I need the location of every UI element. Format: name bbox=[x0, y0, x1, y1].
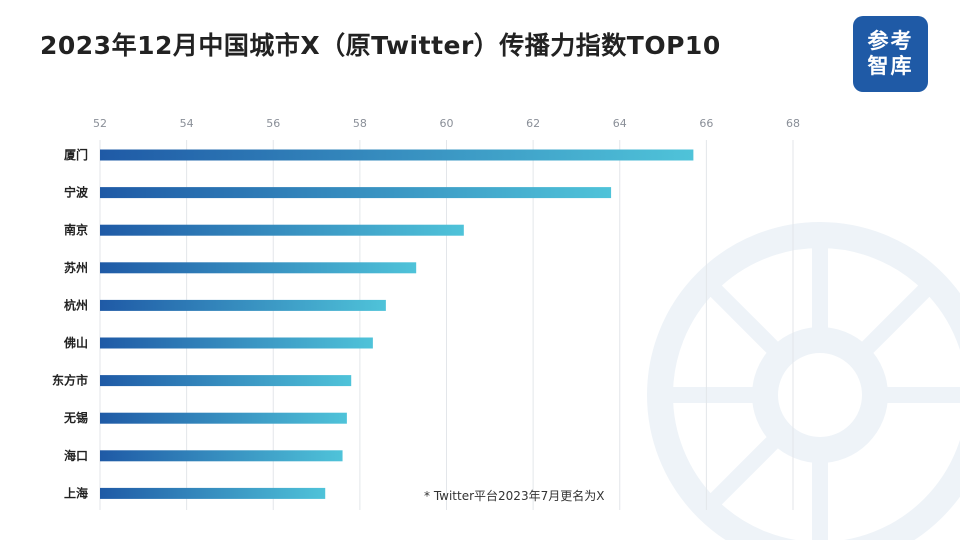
bar bbox=[100, 375, 352, 387]
category-label: 东方市 bbox=[52, 373, 88, 388]
category-label: 苏州 bbox=[64, 260, 88, 275]
bar bbox=[100, 149, 694, 161]
category-label: 佛山 bbox=[63, 335, 88, 350]
bar bbox=[100, 224, 464, 236]
logo-line-2: 智库 bbox=[867, 54, 914, 78]
chart-title: 2023年12月中国城市X（原Twitter）传播力指数TOP10 bbox=[40, 31, 721, 60]
category-label: 杭州 bbox=[64, 297, 88, 312]
bar bbox=[100, 412, 347, 424]
bar bbox=[100, 450, 343, 462]
watermark-emblem bbox=[647, 222, 960, 540]
category-label: 宁波 bbox=[64, 185, 89, 200]
category-label: 海口 bbox=[64, 448, 88, 463]
category-label: 厦门 bbox=[64, 147, 88, 162]
x-tick-label: 64 bbox=[613, 117, 627, 130]
brand-logo: 参考 智库 bbox=[853, 16, 928, 92]
x-tick-label: 68 bbox=[786, 117, 800, 130]
x-tick-label: 66 bbox=[699, 117, 713, 130]
logo-line-1: 参考 bbox=[867, 29, 914, 53]
category-label: 上海 bbox=[64, 485, 88, 500]
x-tick-label: 54 bbox=[180, 117, 194, 130]
x-axis-ticks: 52 54 56 58 60 62 64 66 68 bbox=[93, 117, 800, 130]
x-tick-label: 62 bbox=[526, 117, 540, 130]
bar bbox=[100, 487, 326, 499]
footnote: * Twitter平台2023年7月更名为X bbox=[424, 489, 605, 503]
category-label: 无锡 bbox=[63, 410, 88, 425]
bars bbox=[100, 149, 694, 499]
x-tick-label: 60 bbox=[440, 117, 454, 130]
gridlines bbox=[99, 140, 794, 510]
x-tick-label: 58 bbox=[353, 117, 367, 130]
category-label: 南京 bbox=[64, 222, 88, 237]
bar bbox=[100, 337, 373, 349]
bar bbox=[100, 299, 386, 311]
x-tick-label: 56 bbox=[266, 117, 280, 130]
x-tick-label: 52 bbox=[93, 117, 107, 130]
bar bbox=[100, 187, 612, 199]
bar bbox=[100, 262, 417, 274]
